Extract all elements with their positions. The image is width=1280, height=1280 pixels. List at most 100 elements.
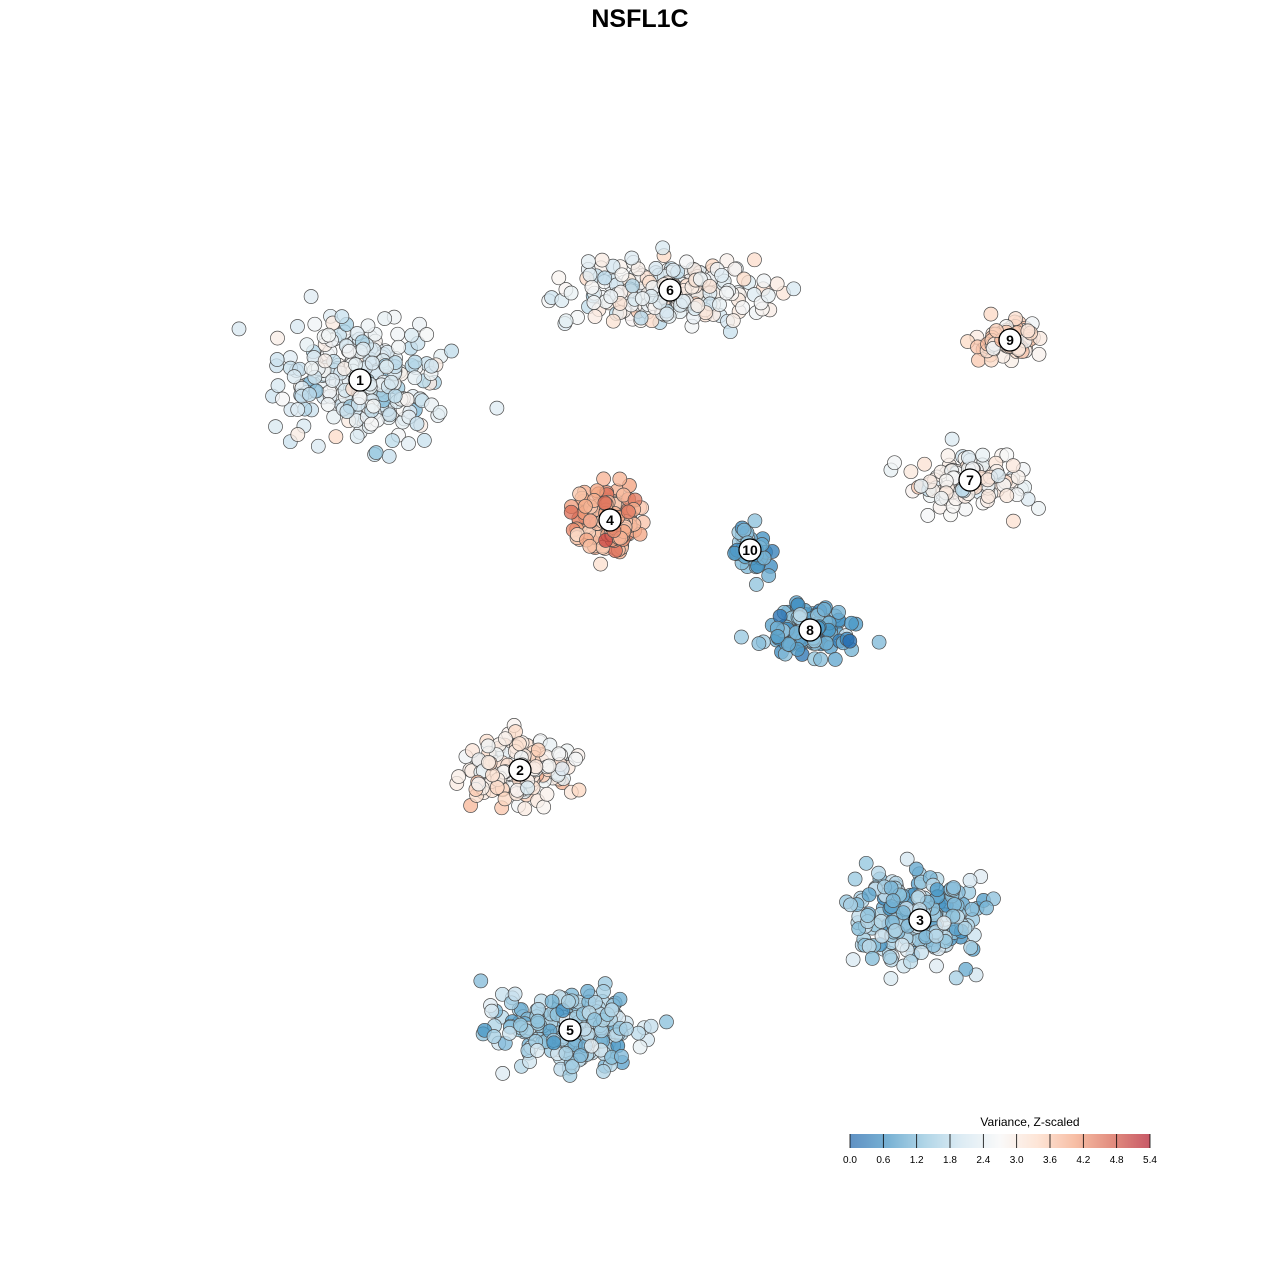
data-point [498,731,513,747]
data-point [842,633,858,649]
data-point [502,1025,517,1041]
cluster-label-text: 8 [806,622,814,638]
data-point [928,928,944,944]
data-point [756,273,772,289]
data-point [946,880,961,895]
data-point [648,261,664,276]
data-point [895,905,911,921]
data-point [512,736,527,752]
cluster-label-5: 5 [558,1018,582,1042]
cluster-marker [598,508,622,532]
chart-title: NSFL1C [591,5,688,33]
data-point [1005,458,1021,473]
data-point [321,327,336,343]
data-point [486,1029,502,1044]
data-point [719,285,734,301]
data-point [940,448,956,464]
data-point [813,652,828,667]
cluster-label-text: 3 [916,912,924,928]
data-point [747,252,762,268]
cluster-label-text: 5 [566,1022,574,1038]
data-point [844,615,859,631]
data-point [578,498,593,514]
data-point [614,267,630,283]
data-point [352,390,368,406]
cluster-label-4: 4 [598,508,622,532]
data-point [643,1018,659,1034]
data-point [903,954,918,970]
cluster-marker [998,328,1022,352]
data-point [920,508,936,523]
data-point [355,341,371,357]
data-point [529,1043,545,1058]
legend-tick-label: 4.2 [1076,1155,1090,1166]
data-point [612,991,628,1007]
data-point [659,306,675,322]
data-point [417,433,432,448]
data-point [546,1035,562,1051]
legend-tick-label: 3.0 [1010,1155,1024,1166]
data-point [596,1064,611,1079]
data-point [390,326,406,342]
data-point [913,478,929,494]
data-point [582,513,598,529]
data-point [495,1066,511,1081]
data-point [587,309,603,324]
data-point [530,742,546,758]
data-point [990,468,1006,483]
cluster-label-text: 7 [966,472,974,488]
data-point [364,416,379,432]
legend-tick-label: 1.8 [943,1155,957,1166]
data-point [665,262,681,278]
data-point [885,893,901,908]
data-point [603,289,619,304]
data-point [871,865,886,881]
cluster-label-text: 2 [516,762,524,778]
legend-ticks: 0.0 0.6 1.2 1.8 2.4 3.0 3.6 4.2 4.8 5.4 [843,1134,1157,1166]
data-point [734,629,749,645]
data-point [957,921,973,936]
data-point [621,504,636,520]
data-point [364,355,380,371]
data-point [451,769,466,784]
data-point [481,755,496,770]
data-point [929,882,945,898]
legend-tick-label: 0.6 [876,1155,890,1166]
data-point [385,433,400,448]
data-point [597,495,613,511]
data-point [584,279,600,295]
data-point [1031,346,1047,362]
data-point [325,373,340,388]
data-point [831,604,846,620]
data-point [936,915,952,931]
data-point [690,298,706,313]
data-point [725,313,741,328]
data-point [379,359,394,375]
data-point [580,984,595,999]
data-point [751,636,767,651]
legend-tick-label: 2.4 [976,1155,990,1166]
data-point [596,471,611,487]
cluster-label-1: 1 [348,368,372,392]
data-point [917,456,932,472]
data-point [360,318,376,334]
data-point [624,250,640,266]
data-point [761,568,777,583]
data-point [598,533,614,548]
data-point [581,254,596,269]
colorbar-legend: Variance, Z-scaled 0.0 0.6 1.2 1.8 2.4 3.0 3.6… [843,1115,1157,1166]
data-point [326,409,342,425]
cluster-marker [908,908,932,932]
data-point [604,1002,620,1018]
data-point [270,330,285,346]
data-point [769,276,785,292]
data-point [858,855,874,871]
data-point [596,984,611,999]
data-point [584,1038,599,1054]
data-point [979,900,994,916]
data-point [999,447,1015,463]
data-point [551,746,567,762]
legend-tick-label: 5.4 [1143,1155,1157,1166]
data-point [381,448,397,464]
